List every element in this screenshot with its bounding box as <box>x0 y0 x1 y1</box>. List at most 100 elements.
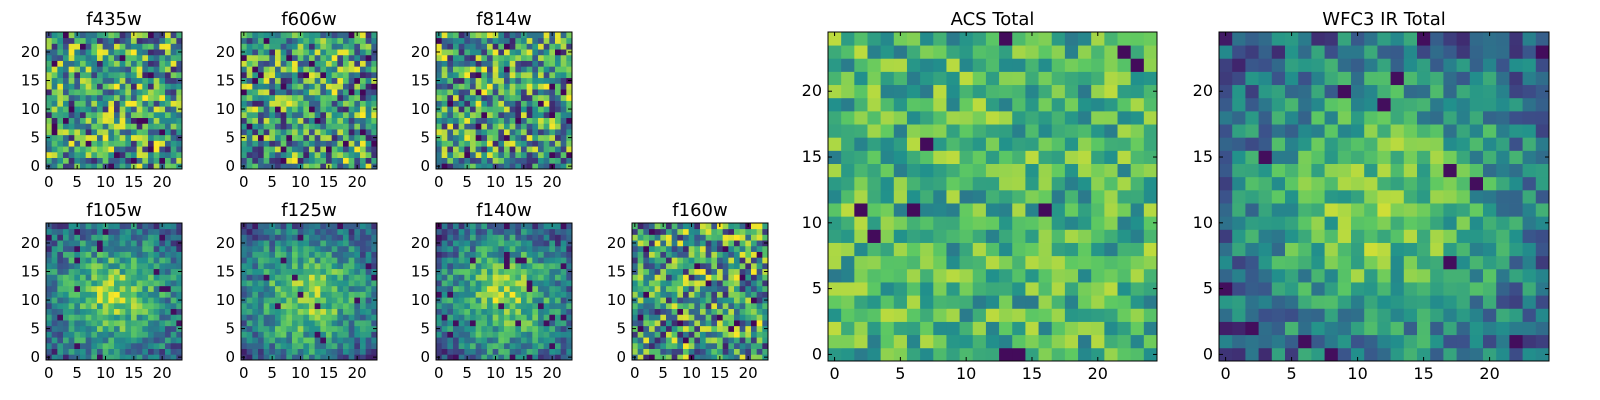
heatmap-cell <box>436 146 443 153</box>
heatmap-cell <box>504 257 511 264</box>
heatmap-cell <box>326 54 333 61</box>
heatmap-cell <box>867 203 882 217</box>
heatmap-cell <box>521 157 528 164</box>
heatmap-cell <box>1064 203 1079 217</box>
heatmap-cell <box>441 54 448 61</box>
heatmap-cell <box>677 245 684 252</box>
heatmap-cell <box>677 223 684 230</box>
heatmap-cell <box>538 268 545 275</box>
heatmap-cell <box>91 240 98 247</box>
heatmap-cell <box>258 77 265 84</box>
heatmap-cell <box>1117 308 1132 322</box>
heatmap-cell <box>1064 334 1079 349</box>
heatmap-cell <box>91 320 98 327</box>
heatmap-cell <box>700 331 707 338</box>
heatmap-cell <box>102 274 109 281</box>
heatmap-cell <box>74 314 81 321</box>
heatmap-cell <box>119 111 126 119</box>
heatmap-cell <box>521 123 528 130</box>
heatmap-cell <box>275 291 282 298</box>
heatmap-cell <box>880 110 895 125</box>
heatmap-cell <box>933 282 947 296</box>
heatmap-cell <box>959 347 974 362</box>
heatmap-cell <box>148 37 155 44</box>
heatmap-cell <box>269 71 276 79</box>
heatmap-cell <box>700 257 707 264</box>
heatmap-cell <box>470 308 477 315</box>
heatmap-cell <box>458 151 465 158</box>
heatmap-cell <box>314 43 321 50</box>
heatmap-cell <box>1012 295 1026 309</box>
heatmap-cell <box>263 223 270 230</box>
heatmap-cell <box>532 297 539 304</box>
heatmap-cell <box>756 234 763 241</box>
heatmap-cell <box>125 140 132 147</box>
heatmap-cell <box>309 83 316 90</box>
heatmap-cell <box>1456 347 1471 362</box>
heatmap-cell <box>1143 176 1158 191</box>
heatmap-cell <box>711 348 718 355</box>
heatmap-cell <box>136 262 143 270</box>
heatmap-cell <box>660 337 667 344</box>
heatmap-cell <box>320 337 327 344</box>
heatmap-cell <box>711 234 718 241</box>
heatmap-cell <box>292 71 299 79</box>
heatmap-cell <box>337 331 344 338</box>
heatmap-cell <box>165 83 172 90</box>
heatmap-cell <box>68 146 75 153</box>
heatmap-cell <box>258 117 265 124</box>
heatmap-cell <box>867 321 882 336</box>
heatmap-cell <box>348 54 355 61</box>
heatmap-cell <box>148 297 155 304</box>
heatmap-cell <box>906 163 921 178</box>
heatmap-cell <box>51 331 58 338</box>
heatmap-cell <box>722 331 729 338</box>
heatmap-cell <box>46 302 53 310</box>
heatmap-cell <box>532 89 539 96</box>
heatmap-cell <box>1337 347 1352 362</box>
heatmap-cell <box>360 291 367 298</box>
heatmap-cell <box>447 111 454 119</box>
heatmap-cell <box>828 176 842 191</box>
heatmap-cell <box>80 111 87 119</box>
heatmap-cell <box>447 337 454 344</box>
heatmap-cell <box>515 285 522 292</box>
heatmap-cell <box>165 140 172 147</box>
heatmap-cell <box>722 285 729 292</box>
heatmap-cell <box>292 268 299 275</box>
heatmap-cell <box>159 106 166 113</box>
heatmap-cell <box>119 257 126 264</box>
heatmap-cell <box>751 228 758 235</box>
heatmap-cell <box>170 60 177 67</box>
heatmap-cell <box>114 223 121 230</box>
heatmap-cell <box>148 280 155 287</box>
heatmap-cell <box>119 274 126 281</box>
heatmap-cell <box>1051 216 1066 230</box>
heatmap-cell <box>498 37 505 44</box>
heatmap-cell <box>63 245 70 252</box>
heatmap-cell <box>170 37 177 44</box>
heatmap-cell <box>114 157 121 164</box>
heatmap-cell <box>320 308 327 315</box>
heatmap-cell <box>498 71 505 79</box>
heatmap-cell <box>114 32 121 39</box>
heatmap-cell <box>286 348 293 355</box>
heatmap-cell <box>286 32 293 39</box>
heatmap-cell <box>515 123 522 130</box>
heatmap-cell <box>252 308 259 315</box>
heatmap-cell <box>258 66 265 73</box>
heatmap-cell <box>114 163 121 170</box>
heatmap-cell <box>458 251 465 258</box>
heatmap-cell <box>543 337 550 344</box>
heatmap-cell <box>269 257 276 264</box>
heatmap-cell <box>492 297 499 304</box>
heatmap-cell <box>722 228 729 235</box>
heatmap-cell <box>246 331 253 338</box>
heatmap-cell <box>348 77 355 84</box>
heatmap-cell <box>756 342 763 349</box>
heatmap-cell <box>269 320 276 327</box>
x-tick-label: 0 <box>44 173 54 191</box>
heatmap-cell <box>348 262 355 270</box>
heatmap-cell <box>85 280 92 287</box>
heatmap-cell <box>252 274 259 281</box>
